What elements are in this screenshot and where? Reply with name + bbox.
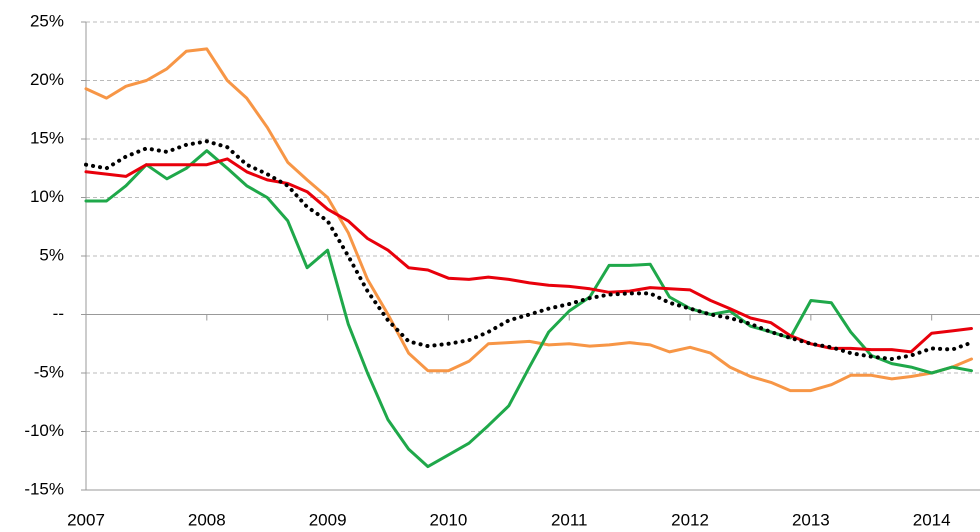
series-line	[84, 157, 973, 354]
series-line	[84, 139, 974, 361]
series-line	[84, 149, 973, 469]
y-tick-label: 10%	[30, 187, 64, 206]
y-tick-label: --	[53, 304, 64, 323]
x-tick-label: 2013	[792, 510, 830, 529]
y-tick-label: -10%	[24, 421, 64, 440]
x-tick-label: 2010	[430, 510, 468, 529]
y-tick-label: -5%	[34, 362, 64, 381]
series-line	[84, 47, 973, 393]
x-tick-label: 2014	[913, 510, 951, 529]
x-tick-label: 2012	[671, 510, 709, 529]
y-tick-label: 15%	[30, 128, 64, 147]
y-tick-label: 20%	[30, 70, 64, 89]
x-tick-label: 2007	[67, 510, 105, 529]
y-tick-label: -15%	[24, 479, 64, 498]
x-tick-label: 2008	[188, 510, 226, 529]
x-tick-label: 2011	[551, 510, 588, 529]
y-tick-label: 25%	[30, 11, 64, 30]
x-tick-label: 2009	[309, 510, 347, 529]
y-tick-label: 5%	[39, 245, 64, 264]
